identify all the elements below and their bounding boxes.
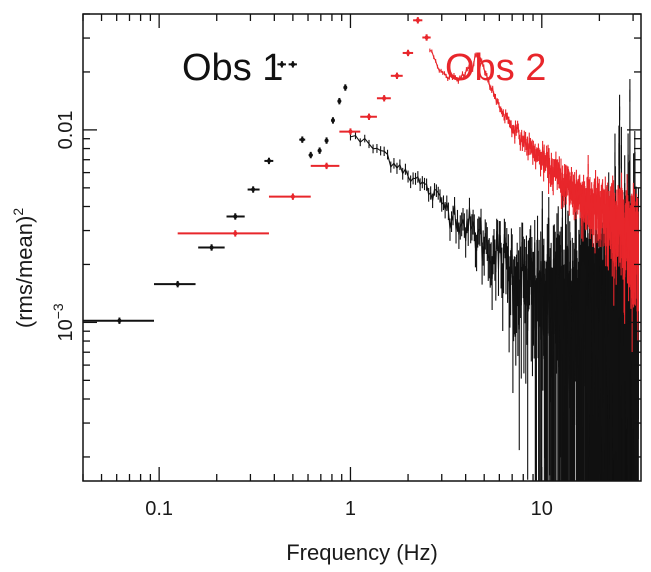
data-point bbox=[337, 99, 342, 104]
y-tick-label-base: 10 bbox=[55, 319, 77, 341]
data-point bbox=[324, 138, 329, 143]
data-point bbox=[117, 318, 122, 323]
y-axis-label: (rms/mean)2 bbox=[10, 208, 37, 328]
data-point bbox=[233, 231, 238, 236]
data-point bbox=[330, 118, 335, 123]
y-tick-label: 0.01 bbox=[55, 110, 77, 149]
axis-ticks bbox=[82, 13, 641, 481]
data-layer bbox=[83, 17, 639, 481]
legend-obs1: Obs 1 bbox=[182, 47, 283, 89]
data-point bbox=[308, 153, 313, 158]
data-point bbox=[290, 194, 295, 199]
data-point bbox=[233, 214, 238, 219]
x-tick-label: 10 bbox=[531, 498, 553, 520]
y-tick-label-sup: −3 bbox=[50, 303, 66, 319]
y-tick-label-base: 0.01 bbox=[55, 110, 77, 149]
legend-obs2: Obs 2 bbox=[445, 47, 546, 89]
data-point bbox=[394, 73, 399, 78]
data-point bbox=[348, 129, 353, 134]
data-point bbox=[317, 148, 322, 153]
series-obs1 bbox=[83, 61, 639, 481]
data-point bbox=[266, 158, 271, 163]
data-point bbox=[343, 85, 348, 90]
data-point bbox=[367, 114, 372, 119]
data-point bbox=[424, 35, 429, 40]
data-point bbox=[290, 62, 295, 67]
x-tick-label: 1 bbox=[345, 498, 356, 520]
plot-frame bbox=[82, 13, 642, 482]
continuum-line bbox=[429, 49, 639, 285]
data-point bbox=[251, 187, 256, 192]
y-axis-label-main: (rms/mean) bbox=[12, 216, 37, 328]
data-point bbox=[415, 18, 420, 23]
data-point bbox=[209, 245, 214, 250]
data-point bbox=[279, 62, 284, 67]
continuum-line bbox=[350, 89, 639, 481]
series-obs2 bbox=[177, 17, 639, 352]
data-point bbox=[406, 50, 411, 55]
data-point bbox=[300, 137, 305, 142]
y-axis-label-sup: 2 bbox=[10, 208, 26, 216]
x-tick-label: 0.1 bbox=[145, 498, 173, 520]
data-point bbox=[324, 163, 329, 168]
data-point bbox=[175, 282, 180, 287]
data-point bbox=[382, 96, 387, 101]
y-tick-label: 10−3 bbox=[50, 303, 77, 341]
x-axis-label: Frequency (Hz) bbox=[286, 540, 438, 565]
